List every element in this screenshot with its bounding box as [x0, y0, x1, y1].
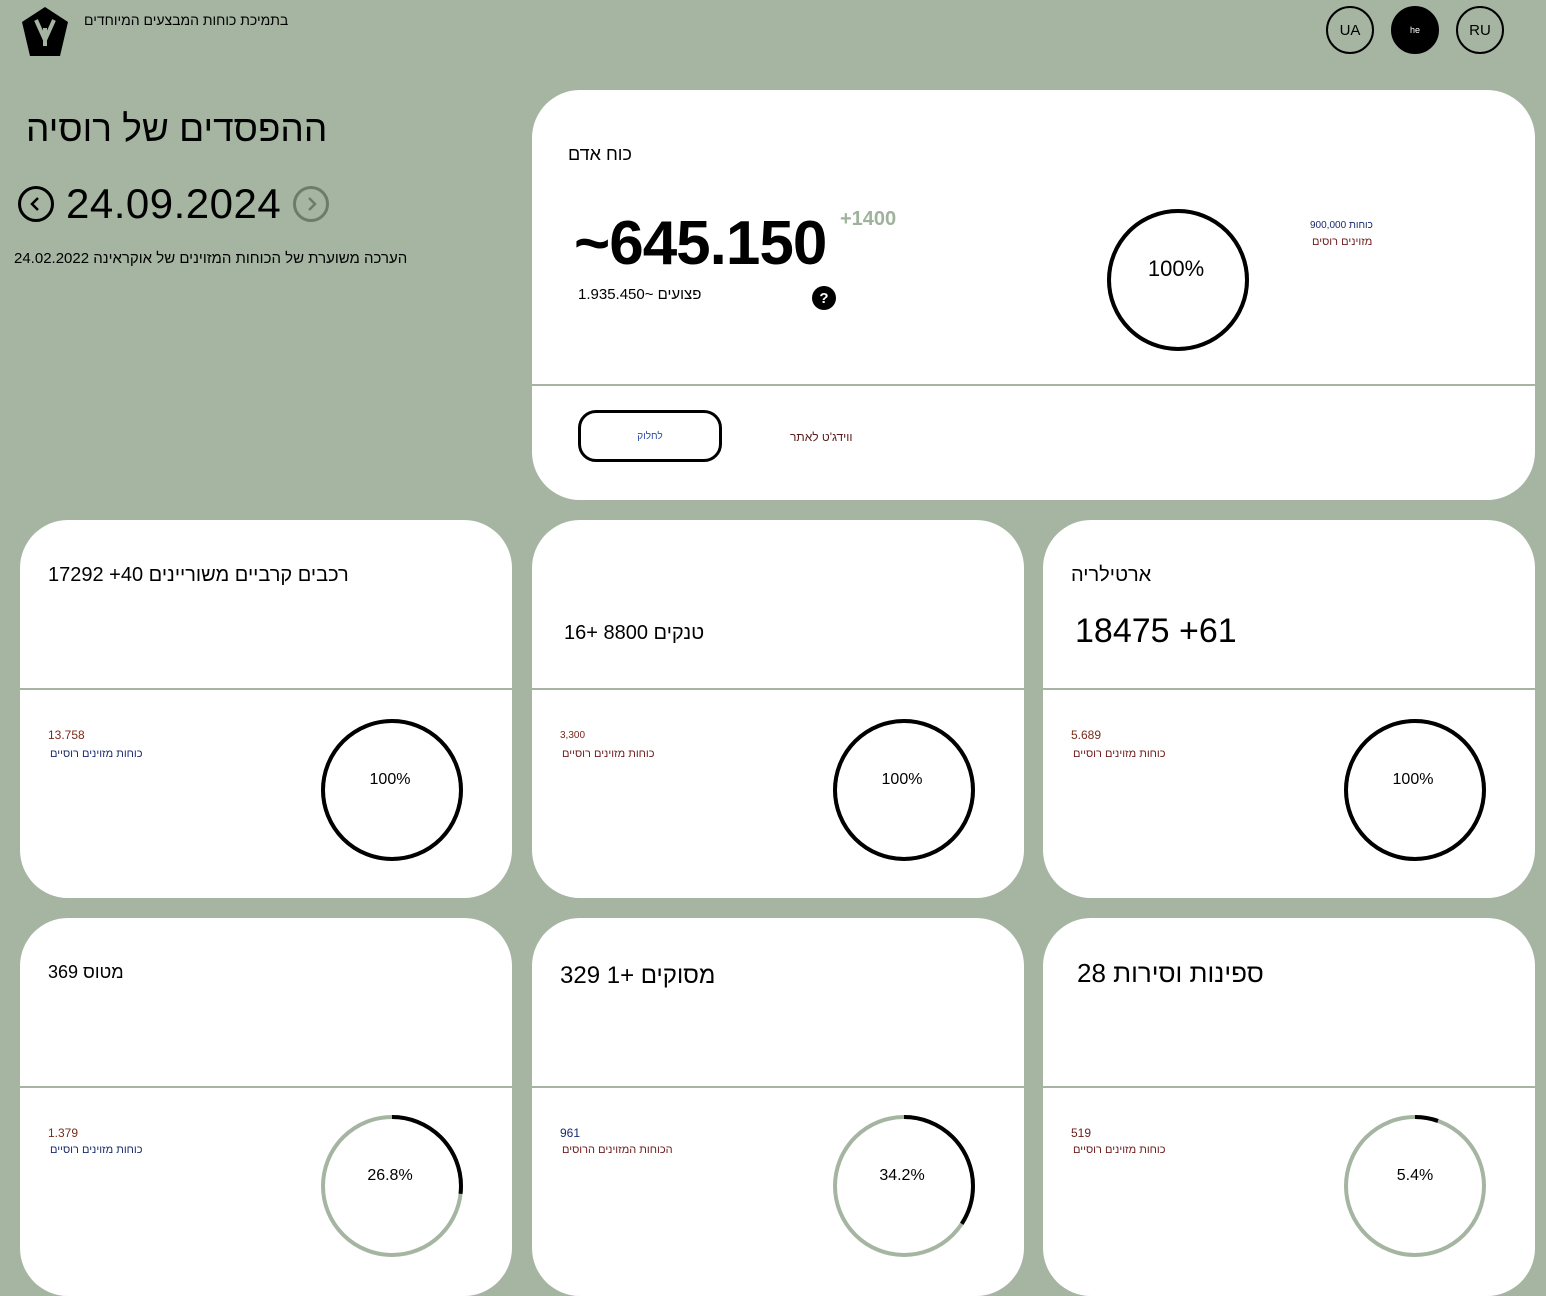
lang-he-button[interactable]: he	[1391, 6, 1439, 54]
stat-card-artillery: ארטילריה 18475 +61 5.689 כוחות מזוינים ר…	[1043, 520, 1535, 898]
chevron-right-icon	[308, 197, 317, 211]
manpower-wounded: פצועים ~1.935.450	[578, 286, 702, 303]
lang-ru-button[interactable]: RU	[1456, 6, 1504, 54]
card-count-label: כוחות מזוינים רוסיים	[1073, 748, 1166, 760]
card-count: 13.758	[48, 728, 85, 742]
manpower-card: כוח אדם ~645.150 +1400 פצועים ~1.935.450…	[532, 90, 1535, 500]
card-count: 961	[560, 1126, 581, 1140]
ring-percent: 34.2%	[879, 1167, 924, 1184]
page-title: ההפסדים של רוסיה	[26, 108, 328, 149]
stat-card-armored: רכבים קרביים משוריינים 40+ 17292 13.758 …	[20, 520, 512, 898]
manpower-total: ~645.150	[574, 209, 827, 278]
card-ring: 100%	[321, 719, 463, 861]
estimate-note: הערכה משוערת של הכוחות המזוינים של אוקרא…	[14, 250, 408, 267]
ring-fill	[1344, 1115, 1486, 1257]
special-forces-logo[interactable]	[20, 6, 70, 58]
ring-track	[1344, 1115, 1486, 1257]
current-date: 24.09.2024	[66, 180, 282, 227]
force-number: 900,000 כוחות	[1310, 220, 1373, 231]
card-ring: 5.4%	[1344, 1115, 1486, 1257]
ring-percent: 5.4%	[1397, 1167, 1433, 1184]
card-divider	[20, 688, 512, 690]
card-divider	[532, 384, 1535, 386]
card-count-label: כוחות מזוינים רוסיים	[50, 748, 143, 760]
lang-ua-button[interactable]: UA	[1326, 6, 1374, 54]
chevron-left-icon	[30, 197, 39, 211]
ring-percent: 100%	[1148, 256, 1204, 281]
ring-percent: 100%	[882, 771, 923, 788]
ring-fill	[1344, 719, 1486, 861]
next-date-button[interactable]	[293, 186, 330, 222]
ring-fill	[833, 719, 975, 861]
card-count-label: הכוחות המזוינים הרוסים	[562, 1144, 673, 1156]
card-count: 519	[1071, 1126, 1092, 1140]
widget-link[interactable]: ווידג'ט לאתר	[790, 430, 853, 444]
card-title: ספינות וסירות 28	[1077, 958, 1264, 988]
card-divider	[20, 1086, 512, 1088]
logo-emblem	[34, 19, 56, 46]
card-title: ארטילריה	[1071, 564, 1152, 586]
share-button[interactable]: לחלוק	[578, 410, 722, 462]
card-ring: 34.2%	[833, 1115, 975, 1257]
prev-date-button[interactable]	[18, 186, 54, 222]
support-text: בתמיכת כוחות המבצעים המיוחדים	[84, 12, 289, 28]
card-count: 5.689	[1071, 728, 1102, 742]
card-count-label: כוחות מזוינים רוסיים	[50, 1144, 143, 1156]
card-count-label: כוחות מזוינים רוסיים	[1073, 1144, 1166, 1156]
ring-fill	[321, 719, 463, 861]
ring-fill	[321, 1115, 463, 1257]
ring-fill	[833, 1115, 975, 1257]
date-row: 24.09.2024	[18, 180, 330, 228]
card-count-label: כוחות מזוינים רוסיים	[562, 748, 655, 760]
stat-card-aircraft: מטוס 369 1.379 כוחות מזוינים רוסיים 26.8…	[20, 918, 512, 1296]
manpower-title: כוח אדם	[568, 144, 632, 164]
card-ring: 100%	[1344, 719, 1486, 861]
manpower-delta: +1400	[840, 208, 897, 230]
card-count: 1.379	[48, 1126, 79, 1140]
card-title: מסוקים +1 329	[560, 962, 716, 989]
stat-card-ships: ספינות וסירות 28 519 כוחות מזוינים רוסיי…	[1043, 918, 1535, 1296]
card-ring: 100%	[833, 719, 975, 861]
card-divider	[1043, 688, 1535, 690]
card-title: מטוס 369	[48, 962, 124, 982]
card-divider	[532, 1086, 1024, 1088]
card-ring: 26.8%	[321, 1115, 463, 1257]
card-divider	[1043, 1086, 1535, 1088]
stat-card-helicopters: מסוקים +1 329 961 הכוחות המזוינים הרוסים…	[532, 918, 1024, 1296]
stat-card-tanks: טנקים 8800 +16 3,300 כוחות מזוינים רוסיי…	[532, 520, 1024, 898]
card-subtitle: טנקים 8800 +16	[564, 622, 705, 644]
force-label: מזוינים רוסים	[1312, 236, 1373, 248]
help-icon[interactable]: ?	[812, 286, 836, 310]
card-count: 3,300	[560, 730, 586, 741]
card-title: רכבים קרביים משוריינים 40+ 17292	[48, 564, 349, 586]
ring-fill	[1107, 209, 1249, 351]
card-subtitle: 18475 +61	[1075, 612, 1237, 650]
card-divider	[532, 688, 1024, 690]
ring-percent: 26.8%	[367, 1167, 412, 1184]
ring-percent: 100%	[370, 771, 411, 788]
manpower-ring: 100%	[1107, 209, 1249, 351]
ring-percent: 100%	[1393, 771, 1434, 788]
